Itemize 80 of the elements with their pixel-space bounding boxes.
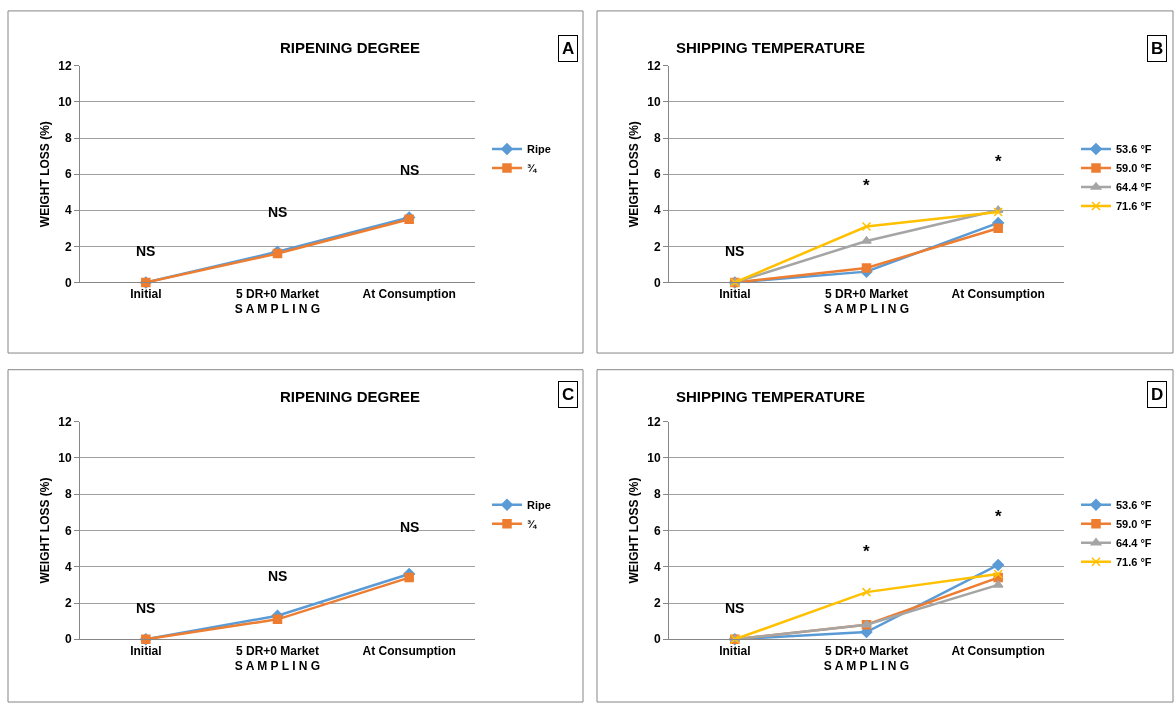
y-tick-label: 12 bbox=[647, 59, 661, 74]
chart-title: RIPENING DEGREE bbox=[280, 39, 421, 56]
y-tick-label: 0 bbox=[653, 632, 661, 647]
annotation: NS bbox=[268, 568, 288, 584]
y-tick-label: 8 bbox=[64, 131, 72, 146]
legend-label: ¾ bbox=[527, 162, 537, 175]
x-tick-label: 5 DR+0 Market bbox=[235, 286, 320, 301]
y-tick-label: 8 bbox=[653, 487, 661, 502]
annotation: * bbox=[863, 176, 870, 195]
x-axis-title: S A M P L I N G bbox=[823, 301, 910, 316]
y-tick-label: 8 bbox=[64, 487, 72, 502]
annotation: * bbox=[995, 507, 1002, 526]
x-tick-label: 5 DR+0 Market bbox=[235, 643, 320, 658]
annotation: NS bbox=[400, 162, 420, 178]
legend-label: Ripe bbox=[527, 499, 551, 512]
x-tick-label: Initial bbox=[719, 643, 751, 658]
y-tick-label: 12 bbox=[58, 414, 72, 429]
legend-label: 53.6 °F bbox=[1116, 499, 1152, 512]
annotation: NS bbox=[400, 519, 420, 535]
annotation: NS bbox=[136, 600, 156, 616]
y-tick-label: 12 bbox=[58, 59, 72, 74]
x-tick-label: At Consumption bbox=[362, 286, 456, 301]
y-tick-label: 10 bbox=[647, 95, 661, 110]
chart-title: RIPENING DEGREE bbox=[280, 388, 421, 405]
x-axis-title: S A M P L I N G bbox=[234, 301, 321, 316]
y-axis-title: WEIGHT LOSS (%) bbox=[37, 477, 52, 584]
annotation: NS bbox=[725, 600, 745, 616]
legend-label: 64.4 °F bbox=[1116, 181, 1152, 194]
y-tick-label: 2 bbox=[653, 239, 661, 254]
legend-label: 64.4 °F bbox=[1116, 537, 1152, 550]
legend-label: 71.6 °F bbox=[1116, 200, 1152, 213]
x-tick-label: At Consumption bbox=[362, 643, 456, 658]
chart-title: SHIPPING TEMPERATURE bbox=[676, 39, 865, 56]
y-tick-label: 6 bbox=[653, 523, 661, 538]
annotation: * bbox=[995, 152, 1002, 171]
y-tick-label: 12 bbox=[647, 414, 661, 429]
legend-label: 59.0 °F bbox=[1116, 518, 1152, 531]
y-tick-label: 2 bbox=[653, 596, 661, 611]
annotation: * bbox=[863, 542, 870, 561]
annotation: NS bbox=[725, 243, 745, 259]
y-tick-label: 0 bbox=[653, 275, 661, 290]
y-axis-title: WEIGHT LOSS (%) bbox=[626, 477, 641, 584]
x-axis-title: S A M P L I N G bbox=[823, 658, 910, 673]
x-tick-label: Initial bbox=[130, 286, 162, 301]
y-tick-label: 10 bbox=[647, 451, 661, 466]
y-tick-label: 4 bbox=[64, 203, 72, 218]
y-tick-label: 2 bbox=[64, 596, 72, 611]
y-tick-label: 4 bbox=[653, 559, 661, 574]
x-tick-label: Initial bbox=[130, 643, 162, 658]
legend-label: 71.6 °F bbox=[1116, 556, 1152, 569]
text: B bbox=[1151, 39, 1164, 58]
y-tick-label: 6 bbox=[653, 167, 661, 182]
x-tick-label: At Consumption bbox=[951, 643, 1045, 658]
legend-label: Ripe bbox=[527, 143, 551, 156]
text: C bbox=[562, 385, 575, 404]
y-tick-label: 2 bbox=[64, 239, 72, 254]
y-tick-label: 4 bbox=[64, 559, 72, 574]
y-axis-title: WEIGHT LOSS (%) bbox=[37, 121, 52, 228]
legend-label: ¾ bbox=[527, 518, 537, 531]
y-tick-label: 6 bbox=[64, 167, 72, 182]
annotation: NS bbox=[136, 243, 156, 259]
x-tick-label: Initial bbox=[719, 286, 751, 301]
text: D bbox=[1151, 385, 1164, 404]
y-tick-label: 8 bbox=[653, 131, 661, 146]
x-tick-label: At Consumption bbox=[951, 286, 1045, 301]
x-tick-label: 5 DR+0 Market bbox=[824, 643, 909, 658]
y-tick-label: 6 bbox=[64, 523, 72, 538]
y-tick-label: 10 bbox=[58, 451, 72, 466]
y-tick-label: 0 bbox=[64, 275, 72, 290]
chart-title: SHIPPING TEMPERATURE bbox=[676, 388, 865, 405]
annotation: NS bbox=[268, 204, 288, 220]
x-axis-title: S A M P L I N G bbox=[234, 658, 321, 673]
y-axis-title: WEIGHT LOSS (%) bbox=[626, 121, 641, 228]
y-tick-label: 4 bbox=[653, 203, 661, 218]
x-tick-label: 5 DR+0 Market bbox=[824, 286, 909, 301]
legend-label: 59.0 °F bbox=[1116, 162, 1152, 175]
y-tick-label: 10 bbox=[58, 95, 72, 110]
y-tick-label: 0 bbox=[64, 632, 72, 647]
text: A bbox=[562, 39, 575, 58]
legend-label: 53.6 °F bbox=[1116, 143, 1152, 156]
